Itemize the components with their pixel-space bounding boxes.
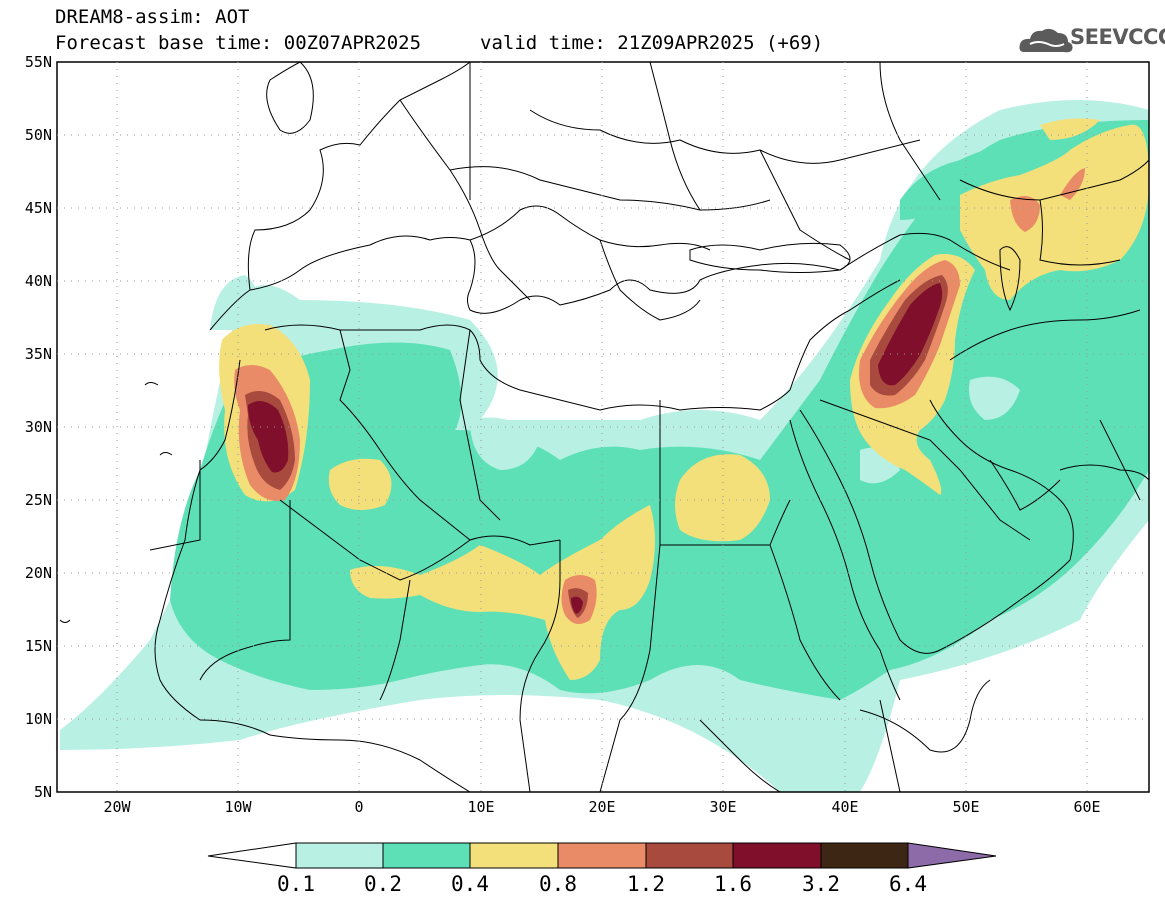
colorbar-segment bbox=[469, 842, 559, 869]
lon-tick: 20E bbox=[588, 798, 615, 816]
colorbar-segment bbox=[907, 842, 997, 869]
lat-tick: 35N bbox=[25, 345, 52, 363]
lat-tick: 50N bbox=[25, 126, 52, 144]
lon-tick: 50E bbox=[952, 798, 979, 816]
colorbar-segment bbox=[645, 842, 734, 869]
lon-tick: 40E bbox=[831, 798, 858, 816]
logo-text: SEEVCCC bbox=[1070, 25, 1165, 49]
colorbar-label: 3.2 bbox=[802, 872, 840, 896]
lat-tick: 45N bbox=[25, 199, 52, 217]
colorbar-label: 0.2 bbox=[364, 872, 402, 896]
lon-tick: 20W bbox=[103, 798, 131, 816]
lon-tick: 0 bbox=[354, 798, 363, 816]
map-title: DREAM8-assim: AOT bbox=[55, 6, 250, 28]
lat-tick: 20N bbox=[25, 564, 52, 582]
lat-tick: 55N bbox=[25, 53, 52, 71]
valid-time: valid time: 21Z09APR2025 (+69) bbox=[480, 32, 824, 54]
colorbar-label: 6.4 bbox=[889, 872, 927, 896]
lat-axis: 5N 10N 15N 20N 25N 30N 35N 40N 45N 50N 5… bbox=[25, 53, 52, 801]
colorbar-segment bbox=[382, 842, 471, 869]
lat-tick: 15N bbox=[25, 637, 52, 655]
lat-tick: 10N bbox=[25, 710, 52, 728]
lat-tick: 5N bbox=[34, 783, 52, 801]
lat-tick: 25N bbox=[25, 491, 52, 509]
base-time: Forecast base time: 00Z07APR2025 bbox=[55, 32, 422, 54]
lon-tick: 30E bbox=[709, 798, 736, 816]
lon-tick: 10E bbox=[467, 798, 494, 816]
colorbar-label: 1.2 bbox=[627, 872, 665, 896]
lon-tick: 10W bbox=[224, 798, 252, 816]
colorbar-segment bbox=[820, 842, 909, 869]
colorbar-segment bbox=[295, 842, 384, 869]
colorbar-label: 0.8 bbox=[539, 872, 577, 896]
cloud-icon bbox=[1019, 28, 1073, 53]
colorbar-labels: 0.1 0.2 0.4 0.8 1.2 1.6 3.2 6.4 bbox=[277, 872, 927, 896]
colorbar bbox=[207, 842, 997, 869]
lat-tick: 40N bbox=[25, 272, 52, 290]
colorbar-segment bbox=[207, 842, 297, 869]
colorbar-label: 0.1 bbox=[277, 872, 315, 896]
lat-tick: 30N bbox=[25, 418, 52, 436]
colorbar-label: 0.4 bbox=[451, 872, 489, 896]
lon-tick: 60E bbox=[1073, 798, 1100, 816]
colorbar-segment bbox=[732, 842, 822, 869]
colorbar-segment bbox=[557, 842, 647, 869]
lon-axis: 20W 10W 0 10E 20E 30E 40E 50E 60E bbox=[103, 798, 1100, 816]
grid-lines bbox=[57, 62, 1149, 792]
colorbar-label: 1.6 bbox=[714, 872, 752, 896]
